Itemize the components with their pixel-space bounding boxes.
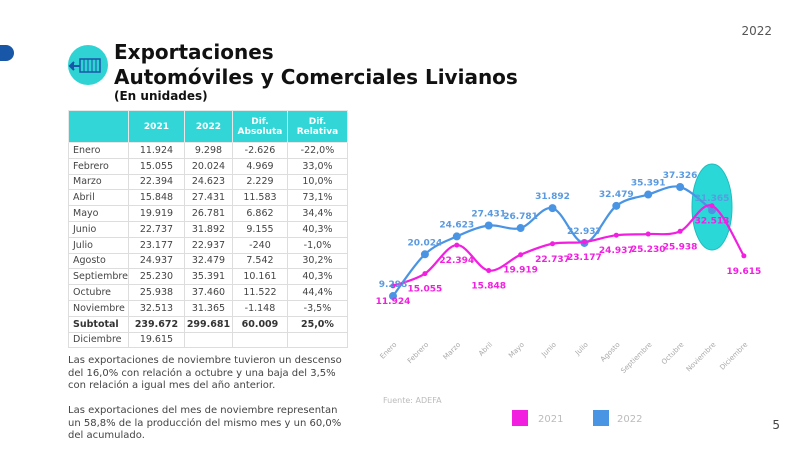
x-tick-label: Julio (573, 341, 590, 358)
x-tick-label: Febrero (406, 341, 430, 365)
table-row: Febrero 15.055 20.024 4.969 33,0% (68, 157, 348, 175)
page-number: 5 (772, 418, 780, 432)
year-label: 2022 (741, 24, 772, 38)
data-label-2022: 26.781 (503, 212, 538, 222)
data-point-2021 (709, 203, 715, 209)
data-label-2021: 25.938 (663, 242, 698, 252)
data-point-2022 (612, 201, 621, 210)
data-point-2022 (516, 224, 525, 233)
data-point-2021 (390, 283, 396, 289)
data-point-2021 (486, 268, 492, 274)
data-label-2021: 19.919 (503, 266, 538, 276)
data-point-2021 (422, 271, 428, 277)
accent-tab (0, 45, 14, 61)
note-1: Las exportaciones de noviembre tuvieron … (68, 355, 342, 391)
data-point-2022 (676, 183, 685, 192)
data-label-2021: 19.615 (727, 267, 762, 277)
column-header: 2021 (127, 110, 185, 143)
note-2: Las exportaciones del mes de noviembre r… (68, 405, 342, 441)
data-point-2021 (613, 232, 619, 238)
table-row: Julio 23.177 22.937 -240 -1,0% (68, 236, 348, 254)
data-label-2021: 15.848 (471, 282, 506, 292)
x-tick-label: Octubre (660, 341, 685, 366)
data-point-2021 (645, 231, 651, 237)
x-tick-label: Mayo (507, 341, 526, 360)
data-label-2022: 22.937 (567, 227, 602, 237)
data-label-2021: 24.937 (599, 246, 634, 256)
data-label-2022: 31.892 (535, 192, 570, 202)
table-row: Abril 15.848 27.431 11.583 73,1% (68, 189, 348, 207)
page-subtitle: (En unidades) (114, 89, 208, 103)
source-note: Fuente: ADEFA (383, 396, 442, 405)
table-row: Marzo 22.394 24.623 2.229 10,0% (68, 173, 348, 191)
data-label-2021: 23.177 (567, 253, 602, 263)
legend-swatch-2022 (593, 410, 609, 426)
table-row: Enero 11.924 9.298 -2.626 -22,0% (68, 142, 348, 159)
data-label-2021: 22.737 (535, 255, 570, 265)
column-header: Dif. Absoluta (231, 110, 288, 143)
data-label-2022: 9.298 (379, 280, 407, 290)
data-label-2021: 32.513 (695, 217, 730, 227)
table-cell (286, 331, 348, 349)
data-point-2022 (420, 250, 429, 259)
data-label-2022: 31.365 (695, 194, 730, 204)
x-tick-label: Junio (539, 341, 558, 360)
data-label-2022: 24.623 (439, 220, 474, 230)
data-point-2021 (550, 241, 555, 247)
x-tick-label: Diciembre (718, 341, 749, 372)
table-row: Septiembre 25.230 35.391 10.161 40,3% (68, 268, 348, 286)
data-point-2021 (677, 228, 683, 234)
data-point-2022 (484, 221, 493, 230)
data-label-2021: 25.230 (631, 245, 666, 255)
exports-table: 2021 2022 Dif. Absoluta Dif. Relativa Enero… (68, 110, 348, 349)
data-label-2022: 20.024 (408, 238, 443, 248)
x-tick-label: Abril (477, 341, 494, 358)
data-label-2021: 15.055 (408, 285, 443, 295)
x-tick-label: Agosto (599, 341, 622, 364)
data-point-2022 (389, 292, 397, 301)
series-line-2021 (392, 204, 745, 287)
x-tick-label: Enero (378, 341, 398, 361)
column-header: Dif. Relativa (286, 110, 348, 143)
legend-swatch-2021 (512, 410, 528, 426)
data-label-2021: 22.394 (439, 256, 474, 266)
data-point-2022 (452, 232, 461, 241)
table-row: Octubre 25.938 37.460 11.522 44,4% (68, 284, 348, 301)
page-title: Exportaciones (114, 40, 274, 64)
row-label: Diciembre (68, 331, 129, 349)
data-label-2022: 37.326 (663, 171, 698, 181)
x-tick-label: Marzo (442, 341, 463, 362)
x-tick-label: Septiembre (619, 341, 653, 375)
data-point-2021 (741, 253, 747, 259)
data-point-2021 (454, 242, 460, 248)
data-point-2022 (548, 204, 557, 213)
data-point-2021 (518, 252, 524, 258)
data-point-2022 (644, 190, 653, 199)
page-title-line2: Automóviles y Comerciales Livianos (114, 65, 518, 89)
x-tick-label: Noviembre (685, 341, 718, 374)
data-label-2022: 27.431 (471, 209, 506, 219)
table-row: Mayo 19.919 26.781 6.862 34,4% (68, 205, 348, 222)
legend-label-2021: 2021 (538, 414, 563, 425)
table-row: Diciembre 19.615 (68, 331, 348, 349)
table-row: Noviembre 32.513 31.365 -1.148 -3,5% (68, 299, 348, 317)
data-label-2021: 11.924 (376, 297, 411, 307)
legend-label-2022: 2022 (617, 414, 642, 425)
table-cell: 40,3% (286, 220, 348, 238)
data-label-2022: 32.479 (599, 190, 634, 200)
data-label-2022: 35.391 (631, 179, 666, 189)
data-point-2021 (581, 239, 587, 245)
truck-container-icon (68, 45, 108, 85)
